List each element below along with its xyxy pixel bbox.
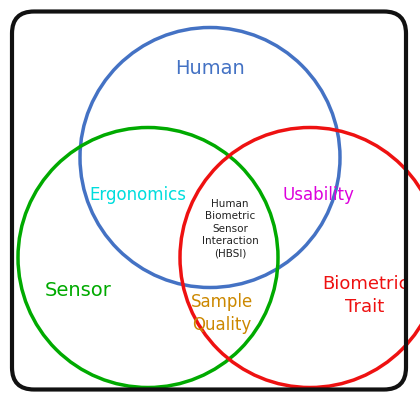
Text: Biometric
Trait: Biometric Trait [322, 275, 408, 315]
Text: Human: Human [175, 59, 245, 78]
Text: Usability: Usability [282, 186, 354, 204]
Text: Sensor: Sensor [45, 280, 111, 299]
Text: Human
Biometric
Sensor
Interaction
(HBSI): Human Biometric Sensor Interaction (HBSI… [202, 198, 258, 258]
Text: Ergonomics: Ergonomics [89, 186, 186, 204]
Text: Sample
Quality: Sample Quality [191, 293, 253, 333]
